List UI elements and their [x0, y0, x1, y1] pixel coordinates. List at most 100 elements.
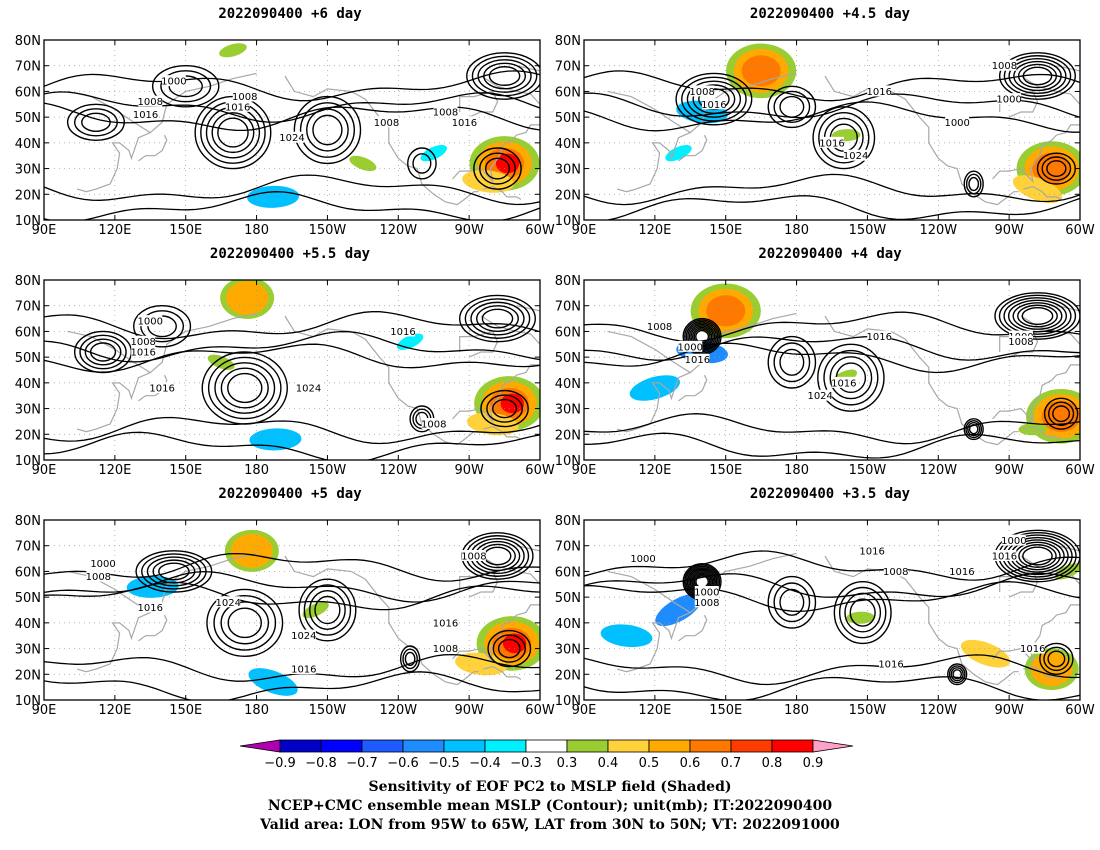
contour-label: 1000	[161, 77, 186, 88]
lat-tick-label: 70N	[555, 300, 581, 315]
caption-line-3: Valid area: LON from 95W to 65W, LAT fro…	[260, 817, 840, 833]
shade-blob	[248, 668, 298, 696]
contour-label: 1024	[296, 384, 321, 395]
isobar	[1003, 297, 1072, 335]
isobar	[44, 70, 540, 102]
lat-tick-label: 60N	[555, 325, 581, 340]
colorbar-swatch	[484, 739, 527, 753]
panel-title-2: 2022090400 +4.5 day	[749, 6, 911, 22]
lat-tick-label: 50N	[555, 351, 581, 366]
lat-tick-label: 60N	[15, 325, 41, 340]
isobar	[833, 581, 892, 645]
lat-tick-label: 10N	[15, 454, 41, 469]
shade-blob	[219, 43, 247, 58]
contour-label-bg	[690, 85, 715, 97]
contour-label-bg	[150, 382, 175, 393]
colorbar-swatch	[279, 739, 322, 753]
lat-tick-label: 40N	[555, 617, 581, 632]
lat-tick-label: 20N	[15, 668, 41, 683]
coastline	[616, 132, 691, 193]
coastline	[678, 614, 708, 642]
map-panel: 1008100010161016101610241000100890E120E1…	[555, 274, 1095, 478]
contour-label-bg	[997, 93, 1022, 105]
contour-label: 1016	[433, 618, 458, 629]
isobar	[44, 416, 540, 445]
map-frame	[583, 279, 1081, 461]
lon-tick-label: 120E	[638, 463, 671, 478]
contour-label: 1008	[433, 108, 458, 119]
isobar	[407, 147, 437, 180]
lat-tick-label: 70N	[15, 540, 41, 555]
map-frame	[43, 519, 541, 701]
colorbar-label: −0.9	[264, 756, 296, 771]
contour-label: 1008	[421, 420, 446, 431]
lat-tick-label: 70N	[15, 60, 41, 75]
map-background	[44, 280, 540, 460]
isobar	[773, 90, 811, 123]
contour-label: 1008	[130, 337, 155, 348]
contour-label: 1008	[374, 118, 399, 129]
axis-ticks: 90E 120E 150E 180 150W 120W 90W 60W 10N 20N 30N 40N…	[555, 34, 1095, 238]
isobar	[227, 607, 262, 639]
lat-tick-label: 60N	[15, 85, 41, 100]
isobar	[829, 356, 873, 400]
isobar	[947, 663, 968, 686]
isobar	[584, 676, 1080, 700]
coastline	[992, 315, 1080, 424]
panel-title-6: 2022090400 +3.5 day	[749, 486, 911, 502]
map-frame	[43, 279, 541, 461]
contour-labels: 10081000101610161016102410001008	[647, 320, 1034, 402]
isobar	[44, 653, 540, 682]
contour-label: 1016	[390, 327, 415, 338]
contour-label-bg	[374, 116, 399, 128]
isobar	[1012, 302, 1063, 330]
lat-tick-label: 80N	[555, 34, 581, 49]
colorbar-label: 0.8	[762, 756, 783, 771]
lat-tick-label: 80N	[555, 514, 581, 529]
isobar	[44, 191, 540, 220]
lon-tick-label: 180	[784, 223, 809, 238]
contour-label: 1008	[86, 572, 111, 583]
contour-label: 1016	[992, 552, 1017, 563]
colorbar-swatch	[771, 739, 814, 753]
lat-tick-label: 70N	[555, 540, 581, 555]
isobar	[303, 584, 352, 636]
lat-tick-label: 60N	[555, 85, 581, 100]
axis-ticks: 90E 120E 150E 180 150W 120W 90W 60W 10N 20N 30N 40N…	[15, 514, 555, 718]
isobar	[214, 362, 276, 414]
isobar-contours	[584, 529, 1080, 700]
shade-blob	[629, 375, 681, 401]
axis-ticks: 90E 120E 150E 180 150W 120W 90W 60W 10N 20N 30N 40N…	[555, 274, 1095, 478]
lat-tick-label: 20N	[555, 668, 581, 683]
isobar	[479, 152, 516, 185]
lat-tick-label: 30N	[15, 163, 41, 178]
contour-label-bg	[433, 106, 458, 117]
isobar	[44, 311, 540, 340]
lon-tick-label: 60W	[525, 703, 555, 718]
isobar	[779, 588, 805, 616]
isobar	[140, 310, 185, 343]
lon-tick-label: 60W	[525, 223, 555, 238]
colorbar-swatch	[361, 739, 404, 753]
panel-title-3: 2022090400 +5.5 day	[209, 246, 371, 262]
coastline	[284, 555, 479, 686]
isobar	[968, 423, 979, 435]
contour-label-bg	[992, 550, 1017, 561]
lon-tick-label: 180	[244, 703, 269, 718]
contour-label: 1016	[867, 332, 892, 343]
contour-label: 1008	[138, 97, 163, 108]
isobar	[206, 588, 284, 657]
isobar	[309, 590, 346, 630]
contour-label: 1016	[130, 348, 155, 359]
lon-tick-label: 180	[244, 463, 269, 478]
contour-label-bg	[992, 59, 1017, 71]
lat-tick-label: 20N	[555, 188, 581, 203]
isobar	[484, 157, 510, 180]
colorbar-label: −0.7	[346, 756, 378, 771]
isobar	[963, 170, 984, 198]
lon-tick-label: 120W	[919, 223, 957, 238]
isobar	[158, 562, 190, 581]
lon-tick-label: 120W	[379, 703, 417, 718]
lat-tick-label: 20N	[15, 188, 41, 203]
